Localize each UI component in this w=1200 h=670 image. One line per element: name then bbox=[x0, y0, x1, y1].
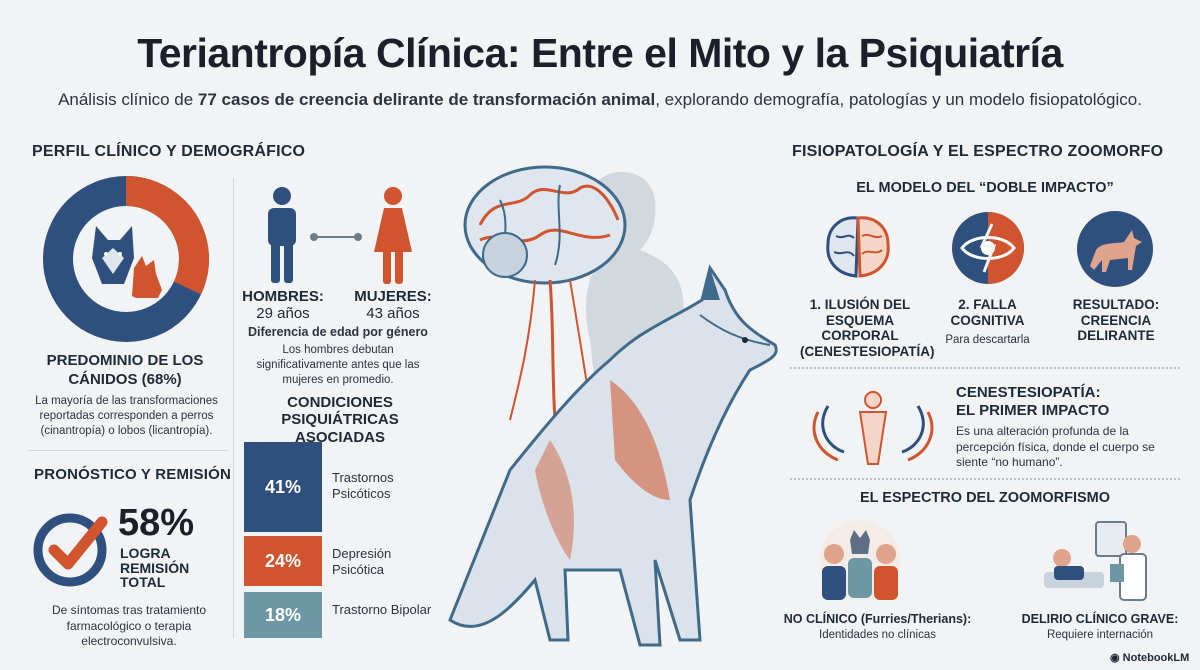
divider bbox=[790, 367, 1180, 369]
furries-group-icon bbox=[800, 518, 920, 602]
women-age: 43 años bbox=[366, 305, 420, 322]
cenes-desc: Es una alteración profunda de la percepc… bbox=[956, 424, 1155, 470]
divider bbox=[790, 478, 1180, 480]
condition-value-3: 18% bbox=[264, 604, 302, 625]
brain-human-wolf-illustration bbox=[440, 140, 790, 655]
condition-label-3: Trastorno Bipolar bbox=[332, 602, 432, 617]
gender-connector bbox=[310, 229, 362, 241]
broken-eye-icon bbox=[950, 210, 1026, 286]
step-2-title: 2. FALLA COGNITIVA bbox=[950, 297, 1025, 328]
divider bbox=[28, 450, 228, 451]
step-2-sub: Para descartarla bbox=[945, 334, 1030, 346]
notebooklm-logo: ◉ NotebookLM bbox=[1110, 651, 1189, 664]
spectrum-left-sub: Identidades no clínicas bbox=[819, 629, 936, 641]
brain-icon bbox=[820, 210, 896, 286]
gender-heading: Diferencia de edad por género bbox=[248, 325, 428, 339]
step-1-title: 1. ILUSIÓN DEL ESQUEMA CORPORAL (CENESTE… bbox=[800, 297, 935, 359]
men-age: 29 años bbox=[256, 305, 310, 322]
wolf-result-icon bbox=[1076, 210, 1154, 288]
right-section-title: FISIOPATOLOGÍA Y EL ESPECTRO ZOOMORFO bbox=[792, 143, 1164, 160]
gender-desc: Los hombres debutan significativamente a… bbox=[256, 344, 420, 386]
remission-label: LOGRA REMISIÓN TOTAL bbox=[120, 545, 190, 591]
condition-value-2: 24% bbox=[264, 550, 302, 571]
spectrum-right-sub: Requiere internación bbox=[1046, 629, 1154, 641]
step-3-title: RESULTADO: CREENCIA DELIRANTE bbox=[1072, 297, 1160, 344]
model-title: EL MODELO DEL “DOBLE IMPACTO” bbox=[856, 180, 1114, 196]
women-label: MUJERES: bbox=[354, 288, 432, 305]
cenes-title-1: CENESTESIOPATÍA: bbox=[956, 384, 1101, 401]
page-title: Teriantropía Clínica: Entre el Mito y la… bbox=[137, 30, 1063, 76]
brand-label: NotebookLM bbox=[1122, 652, 1190, 664]
spectrum-title: EL ESPECTRO DEL ZOOMORFISMO bbox=[859, 490, 1110, 506]
page-subtitle: Análisis clínico de 77 casos de creencia… bbox=[0, 90, 1200, 110]
cenes-title-2: EL PRIMER IMPACTO bbox=[956, 402, 1110, 419]
condition-label-2: Depresión Psicótica bbox=[332, 546, 392, 578]
conditions-list: 41% Trastornos Psicóticos 24% Depresión … bbox=[244, 442, 439, 640]
spectrum-left-title: NO CLÍNICO (Furries/Therians): bbox=[783, 612, 972, 626]
conditions-title: CONDICIONES PSIQUIÁTRICAS ASOCIADAS bbox=[281, 394, 399, 446]
subtitle-post: , explorando demografía, patologías y un… bbox=[655, 90, 1142, 109]
condition-bar-2: 24% bbox=[244, 536, 322, 586]
prognosis-title: PRONÓSTICO Y REMISIÓN bbox=[34, 466, 232, 483]
woman-icon bbox=[372, 186, 414, 286]
subtitle-pre: Análisis clínico de bbox=[58, 90, 198, 109]
remission-value: 58% bbox=[118, 502, 195, 544]
remission-desc: De síntomas tras tratamiento farmacológi… bbox=[51, 603, 207, 649]
canid-donut-chart bbox=[42, 175, 210, 343]
body-perception-icon bbox=[808, 382, 938, 466]
condition-bar-1: 41% bbox=[244, 442, 322, 532]
donut-heading: PREDOMINIO DE LOS CÁNIDOS (68%) bbox=[46, 352, 204, 388]
check-icon bbox=[30, 508, 110, 588]
men-label: HOMBRES: bbox=[242, 288, 324, 305]
wolf-dog-icon bbox=[84, 218, 170, 302]
condition-value-1: 41% bbox=[264, 476, 302, 497]
column-divider bbox=[233, 178, 234, 638]
donut-desc: La mayoría de las transformaciones repor… bbox=[35, 395, 218, 437]
clinical-ward-icon bbox=[1040, 518, 1160, 602]
condition-bar-3: 18% bbox=[244, 592, 322, 638]
spectrum-right-title: DELIRIO CLÍNICO GRAVE: bbox=[1021, 612, 1179, 626]
brand-icon: ◉ bbox=[1110, 652, 1123, 664]
left-section-title: PERFIL CLÍNICO Y DEMOGRÁFICO bbox=[32, 143, 306, 160]
condition-label-1: Trastornos Psicóticos bbox=[332, 470, 394, 502]
man-icon bbox=[262, 186, 302, 286]
subtitle-bold: 77 casos de creencia delirante de transf… bbox=[197, 90, 656, 109]
